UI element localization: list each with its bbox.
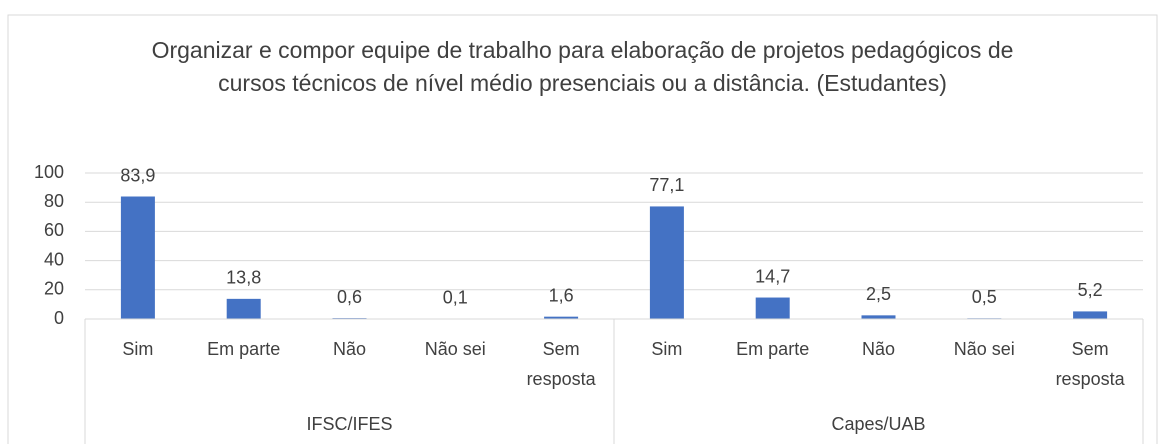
- bar: [755, 297, 790, 319]
- data-label: 0,1: [443, 288, 468, 308]
- data-label: 0,5: [972, 287, 997, 307]
- x-tick-label: Em parte: [207, 339, 281, 359]
- group-label: Capes/UAB: [831, 414, 926, 434]
- bar: [861, 315, 896, 319]
- x-tick-label-box: Em parte: [207, 339, 281, 359]
- bar: [226, 298, 261, 319]
- group-label-box: Capes/UAB: [831, 414, 926, 434]
- group-label-box: IFSC/IFES: [306, 414, 393, 434]
- x-tick-label: Em parte: [736, 339, 810, 359]
- x-tick-label-box: Sem resposta: [1055, 339, 1125, 389]
- x-tick-label-box: Não sei: [424, 339, 486, 359]
- x-tick-label-box: Não: [861, 339, 895, 359]
- x-tick-label: Não sei: [424, 339, 486, 359]
- x-tick-label: Não: [861, 339, 895, 359]
- data-label: 13,8: [226, 268, 261, 288]
- x-tick-label: Sim: [651, 339, 683, 359]
- chart-title: Organizar e compor equipe de trabalho pa…: [151, 37, 1014, 96]
- y-tick-label: 100: [34, 162, 64, 182]
- bar: [544, 316, 579, 319]
- x-tick-label-box: Em parte: [736, 339, 810, 359]
- data-label: 0,6: [337, 287, 362, 307]
- x-tick-label-box: Sim: [122, 339, 154, 359]
- x-tick-label: Não sei: [953, 339, 1015, 359]
- group-label: IFSC/IFES: [306, 414, 393, 434]
- y-tick-label: 60: [44, 220, 64, 240]
- y-tick-label: 20: [44, 279, 64, 299]
- chart-border: [7, 14, 1158, 444]
- y-tick-label: 80: [44, 191, 64, 211]
- data-label: 14,7: [755, 266, 790, 286]
- data-label: 83,9: [120, 165, 155, 185]
- bar: [120, 196, 155, 319]
- x-tick-label: Sem resposta: [526, 339, 596, 389]
- x-tick-label-box: Sem resposta: [526, 339, 596, 389]
- x-tick-label-box: Sim: [651, 339, 683, 359]
- bar: [649, 206, 684, 319]
- x-tick-label-box: Não: [332, 339, 366, 359]
- bar: [1073, 311, 1108, 319]
- x-tick-label: Não: [332, 339, 366, 359]
- data-label: 1,6: [549, 285, 574, 305]
- data-label: 2,5: [866, 284, 891, 304]
- y-tick-label: 40: [44, 249, 64, 269]
- x-tick-label: Sim: [122, 339, 154, 359]
- x-tick-label: Sem resposta: [1055, 339, 1125, 389]
- data-label: 5,2: [1078, 280, 1103, 300]
- data-label: 77,1: [649, 175, 684, 195]
- x-tick-label-box: Não sei: [953, 339, 1015, 359]
- y-tick-label: 0: [54, 308, 64, 328]
- title-box: Organizar e compor equipe de trabalho pa…: [151, 37, 1014, 96]
